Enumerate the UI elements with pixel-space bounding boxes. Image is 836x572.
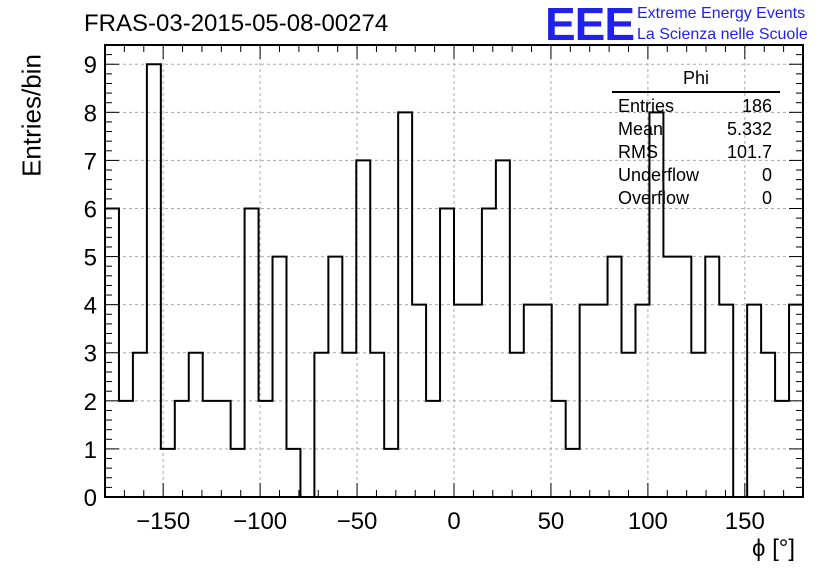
histogram-bin: [622, 353, 636, 497]
histogram-bin: [510, 353, 524, 497]
histogram-bin: [566, 449, 580, 497]
stat-label: Entries: [618, 96, 675, 116]
x-tick-label: 50: [538, 508, 565, 535]
histogram-bin: [286, 449, 300, 497]
x-tick-label: −50: [337, 508, 378, 535]
histogram-bin: [356, 160, 370, 497]
histogram-bin: [217, 401, 231, 497]
x-tick-label: −100: [233, 508, 287, 535]
histogram-bin: [273, 257, 287, 497]
y-tick-label: 2: [84, 389, 97, 416]
stat-value: 101.7: [726, 142, 772, 162]
histogram-bin: [259, 401, 273, 497]
y-tick-label: 8: [84, 100, 97, 127]
stat-label: Mean: [618, 119, 664, 139]
histogram-bin: [552, 401, 566, 497]
histogram-bin: [663, 257, 677, 497]
run-title: FRAS-03-2015-05-08-00274: [84, 10, 389, 37]
y-tick-label: 1: [84, 437, 97, 464]
stat-label: Overflow: [618, 188, 690, 208]
histogram-bin: [524, 305, 538, 497]
y-tick-label: 7: [84, 148, 97, 175]
histogram-bin: [608, 257, 622, 497]
stats-title: Phi: [612, 68, 780, 93]
y-tick-label: 0: [84, 485, 97, 512]
histogram-bin: [398, 112, 412, 497]
y-tick-label: 5: [84, 245, 97, 272]
stat-label: Underflow: [618, 165, 700, 185]
y-tick-label: 4: [84, 293, 97, 320]
histogram-bin: [691, 353, 705, 497]
histogram-bin: [189, 353, 203, 497]
histogram-bin: [147, 64, 161, 497]
histogram-bin: [119, 401, 133, 497]
x-tick-label: 100: [628, 508, 668, 535]
histogram-bin: [538, 305, 552, 497]
histogram-bin: [231, 449, 245, 497]
histogram-bin: [426, 401, 440, 497]
histogram-line: [104, 63, 804, 498]
stat-row-rms: RMS 101.7: [612, 141, 780, 164]
histogram-bin: [677, 257, 691, 497]
histogram-bin: [580, 305, 594, 497]
histogram-bin: [775, 401, 789, 497]
histogram-bin: [705, 257, 719, 497]
histogram-bin: [747, 305, 761, 497]
x-tick-label: 0: [447, 508, 460, 535]
histogram-bin: [203, 401, 217, 497]
stat-value: 0: [761, 165, 772, 185]
stat-value: 186: [741, 96, 772, 116]
stat-value: 0: [761, 188, 772, 208]
histogram-bin: [245, 208, 259, 497]
histogram-bin: [594, 305, 608, 497]
stat-row-overflow: Overflow 0: [612, 187, 780, 210]
y-axis-label: Entries/bin: [16, 54, 47, 177]
histogram-bin: [175, 401, 189, 497]
stat-row-entries: Entries 186: [612, 95, 780, 118]
stat-value: 5.332: [726, 119, 772, 139]
x-axis-label: ϕ [°]: [752, 535, 796, 562]
logo-mark: EEE: [545, 0, 635, 50]
histogram-bin: [719, 305, 733, 497]
histogram-bin: [384, 449, 398, 497]
histogram-bin: [454, 305, 468, 497]
histogram-bin: [370, 353, 384, 497]
y-tick-label: 6: [84, 196, 97, 223]
histogram-bin: [133, 353, 147, 497]
histogram-bin: [496, 160, 510, 497]
y-tick-label: 9: [84, 52, 97, 79]
histogram-bin: [482, 208, 496, 497]
histogram-bin: [440, 208, 454, 497]
stat-label: RMS: [618, 142, 658, 162]
histogram-bin: [635, 305, 649, 497]
histogram-bin: [328, 257, 342, 497]
stat-row-underflow: Underflow 0: [612, 164, 780, 187]
logo-line-2: La Scienza nelle Scuole: [637, 26, 808, 43]
histogram-bin: [761, 353, 775, 497]
x-tick-label: 150: [725, 508, 765, 535]
histogram-bin: [314, 353, 328, 497]
stats-box: Phi Entries 186 Mean 5.332 RMS 101.7 Und…: [612, 68, 780, 210]
histogram-bin: [468, 305, 482, 497]
histogram-bin: [412, 305, 426, 497]
eee-logo: EEE Extreme Energy Events La Scienza nel…: [545, 0, 835, 50]
logo-line-1: Extreme Energy Events: [637, 5, 806, 22]
stat-row-mean: Mean 5.332: [612, 118, 780, 141]
y-tick-label: 3: [84, 341, 97, 368]
x-tick-label: −150: [136, 508, 190, 535]
histogram-bin: [342, 353, 356, 497]
